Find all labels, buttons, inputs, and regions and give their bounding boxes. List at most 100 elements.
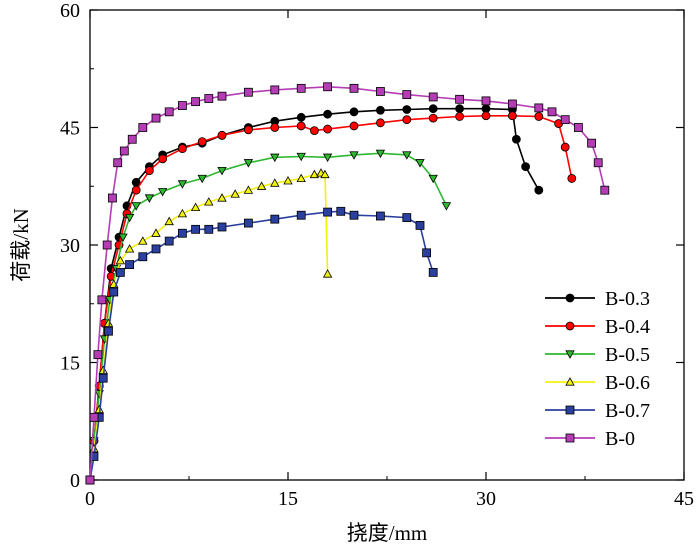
data-point-b-0-4	[131, 185, 141, 195]
data-point-b-0-5	[118, 233, 128, 242]
data-point-b-0-3	[455, 104, 465, 114]
data-point-b-0-7	[349, 210, 359, 220]
legend-label-b-0-5: B-0.5	[605, 344, 650, 366]
legend-label-b-0-6: B-0.6	[605, 372, 650, 394]
x-tick-label: 30	[476, 488, 496, 510]
data-point-b-0	[593, 158, 603, 168]
data-point-b-0	[85, 475, 95, 485]
data-point-b-0-4	[296, 121, 306, 131]
data-point-b-0-4	[243, 125, 253, 135]
data-point-b-0-3	[296, 112, 306, 122]
data-point-b-0-7	[422, 248, 432, 258]
data-point-b-0	[204, 94, 214, 103]
series-b-0-7	[85, 206, 438, 485]
data-point-b-0	[600, 185, 610, 195]
data-point-b-0-4	[428, 113, 438, 123]
legend: B-0.3 B-0.4 B-0.5 B-0.6 B-0.7 B-0	[545, 288, 650, 450]
data-point-b-0-5	[322, 153, 333, 163]
data-point-b-0	[108, 193, 117, 203]
data-point-b-0-4	[158, 154, 168, 164]
legend-marker-b-0-6	[565, 377, 575, 386]
data-point-b-0	[547, 107, 557, 117]
data-point-b-0	[349, 83, 359, 93]
data-point-b-0	[507, 99, 517, 109]
data-point-b-0	[560, 115, 570, 125]
legend-label-b-0-7: B-0.7	[605, 400, 650, 422]
data-point-b-0-4	[455, 112, 465, 121]
data-point-b-0	[138, 123, 148, 132]
y-tick-label: 45	[60, 118, 80, 140]
data-point-b-0	[89, 412, 99, 422]
data-point-b-0-4	[144, 166, 154, 175]
data-point-b-0-5	[402, 151, 412, 160]
series-b-0-3	[85, 104, 544, 485]
data-point-b-0-5	[375, 149, 386, 159]
legend-entry-b-0-3: B-0.3	[545, 288, 650, 310]
data-point-b-0-4	[508, 111, 517, 121]
data-point-b-0-6	[309, 169, 320, 179]
data-point-b-0	[481, 96, 491, 106]
data-point-b-0-7	[164, 236, 174, 246]
data-point-b-0-3	[511, 134, 521, 144]
data-point-b-0-6	[230, 189, 240, 198]
x-tick-label: 0	[85, 488, 95, 510]
data-point-b-0-6	[217, 193, 227, 202]
data-point-b-0-4	[560, 142, 570, 152]
data-point-b-0-6	[190, 202, 201, 212]
data-point-b-0-7	[104, 326, 113, 336]
series-b-0-4	[85, 111, 577, 485]
data-point-b-0-5	[349, 151, 359, 160]
data-point-b-0-6	[177, 208, 188, 218]
legend-marker-b-0-4	[565, 321, 575, 331]
data-point-b-0	[113, 158, 123, 168]
data-point-b-0-7	[109, 287, 119, 297]
data-point-b-0-6	[322, 269, 333, 278]
data-point-b-0-4	[309, 126, 319, 136]
data-point-b-0-4	[197, 137, 207, 147]
data-point-b-0-3	[402, 105, 412, 114]
data-point-b-0-7	[204, 224, 214, 234]
x-tick-label: 15	[278, 488, 298, 510]
data-point-b-0-7	[138, 252, 148, 262]
data-point-b-0-3	[323, 109, 333, 119]
data-point-b-0-7	[402, 213, 412, 222]
legend-label-b-0-3: B-0.3	[605, 288, 650, 310]
data-point-b-0-6	[115, 255, 126, 265]
legend-entry-b-0-4: B-0.4	[545, 316, 650, 338]
data-point-b-0-6	[124, 244, 135, 253]
data-point-b-0-5	[144, 194, 155, 203]
data-point-b-0	[102, 240, 112, 250]
data-point-b-0	[97, 295, 107, 305]
data-point-b-0-6	[296, 173, 306, 183]
series-b-0-5	[85, 149, 452, 485]
legend-label-b-0: B-0	[605, 428, 635, 450]
data-point-b-0-7	[323, 207, 333, 217]
legend-marker-b-0-3	[565, 293, 575, 303]
data-point-b-0-4	[567, 174, 577, 183]
data-point-b-0-7	[98, 373, 108, 383]
data-point-b-0	[428, 92, 438, 102]
data-point-b-0-4	[402, 115, 412, 125]
series-b-0	[85, 82, 610, 485]
data-point-b-0-3	[534, 185, 544, 195]
data-point-b-0-6	[256, 181, 267, 190]
data-point-b-0-3	[349, 107, 359, 117]
data-point-b-0-6	[283, 175, 293, 185]
series-layer	[85, 82, 610, 485]
data-point-b-0-7	[270, 214, 280, 224]
data-point-b-0-6	[138, 236, 148, 245]
y-tick-label: 0	[70, 470, 80, 492]
data-point-b-0-5	[177, 180, 188, 189]
data-point-b-0	[164, 107, 174, 117]
data-point-b-0	[177, 101, 187, 110]
data-point-b-0	[375, 87, 385, 96]
data-point-b-0	[243, 87, 253, 97]
data-point-b-0	[402, 90, 412, 99]
data-point-b-0-7	[115, 268, 125, 277]
data-point-b-0	[574, 123, 583, 132]
x-tick-label: 45	[674, 488, 694, 510]
data-point-b-0-5	[217, 166, 227, 176]
legend-entry-b-0-6: B-0.6	[545, 372, 650, 394]
